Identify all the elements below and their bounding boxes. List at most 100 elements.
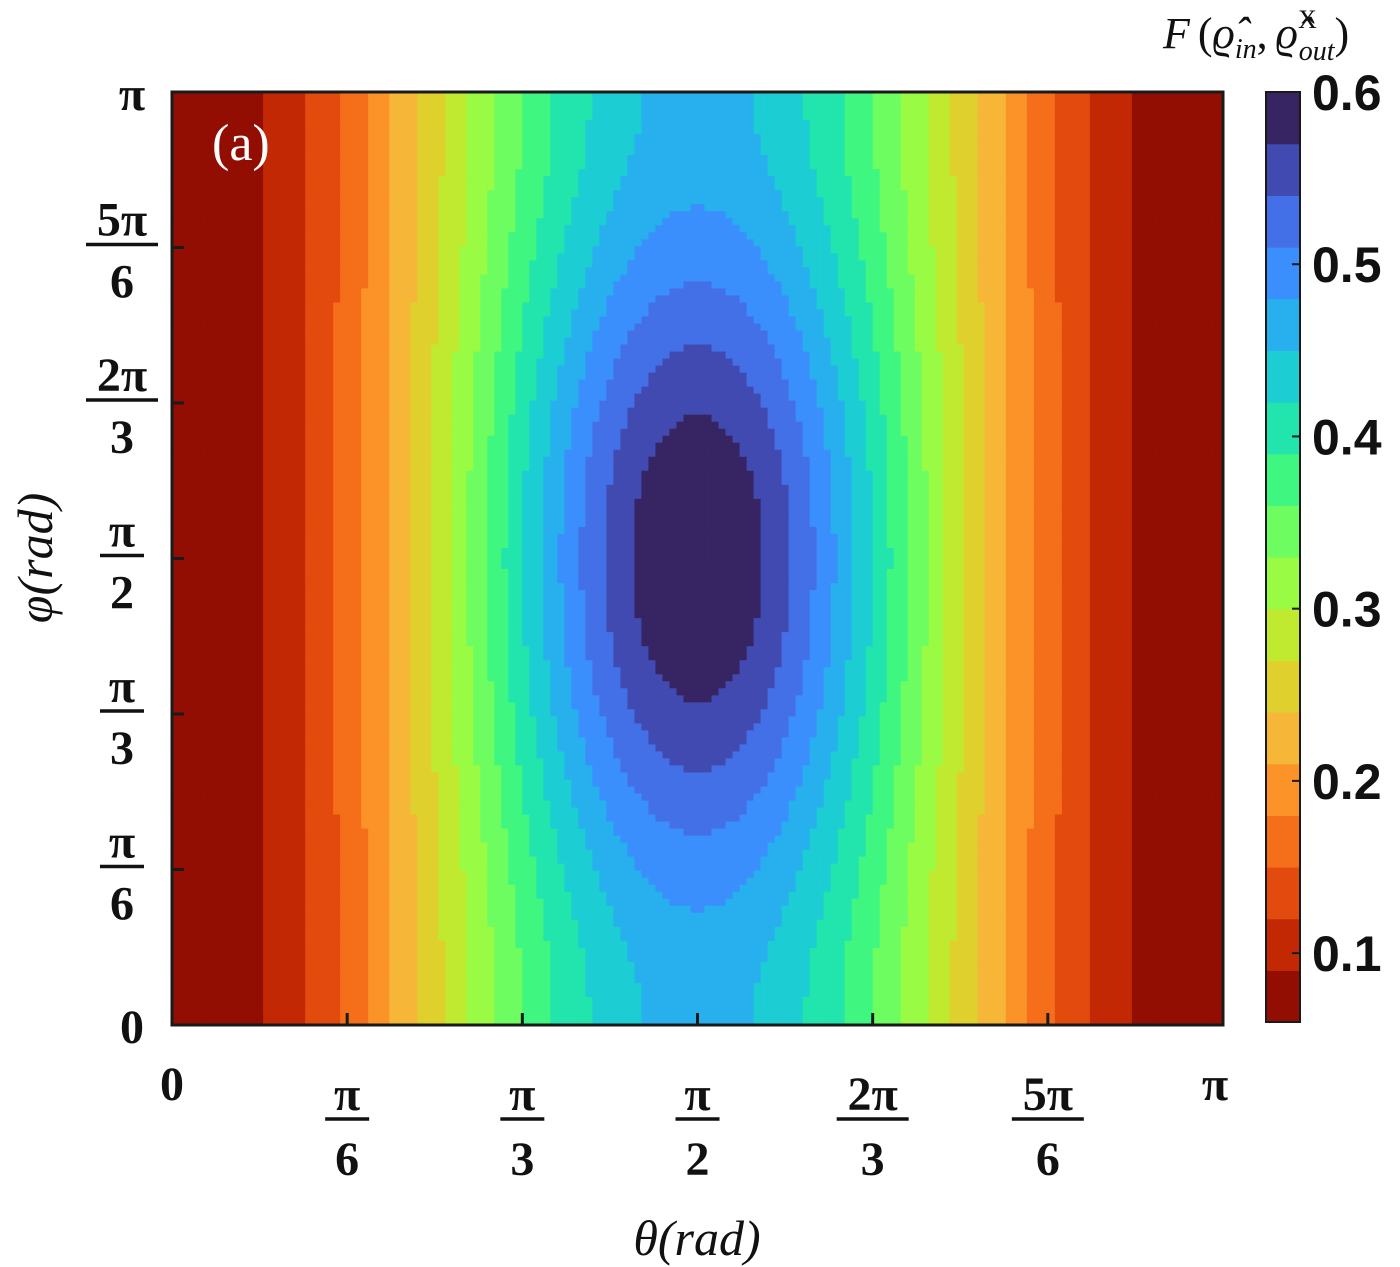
contour-cell: [977, 134, 986, 142]
contour-cell: [578, 127, 586, 135]
contour-cell: [823, 267, 832, 275]
contour-cell: [375, 239, 383, 247]
contour-cell: [221, 148, 229, 156]
contour-cell: [1117, 260, 1126, 268]
contour-cell: [1166, 99, 1175, 107]
contour-cell: [1047, 253, 1056, 261]
contour-cell: [1194, 92, 1203, 100]
contour-cell: [984, 134, 993, 142]
contour-cell: [900, 190, 909, 198]
contour-cell: [200, 267, 208, 275]
contour-cell: [557, 267, 565, 275]
contour-cell: [1131, 162, 1140, 170]
contour-cell: [340, 197, 348, 205]
contour-cell: [424, 267, 432, 275]
contour-cell: [844, 99, 853, 107]
contour-cell: [1082, 204, 1091, 212]
contour-cell: [648, 316, 657, 325]
contour-cell: [1194, 169, 1203, 177]
contour-cell: [746, 155, 755, 163]
contour-cell: [333, 288, 341, 297]
contour-cell: [452, 155, 460, 163]
contour-cell: [795, 260, 804, 268]
contour-cell: [767, 225, 776, 233]
contour-cell: [424, 190, 432, 198]
contour-cell: [690, 288, 699, 297]
contour-cell: [599, 141, 608, 149]
contour-cell: [487, 281, 495, 290]
contour-cell: [1138, 253, 1147, 261]
contour-cell: [704, 106, 713, 114]
contour-cell: [445, 316, 453, 325]
contour-cell: [606, 218, 615, 226]
contour-cell: [403, 92, 411, 100]
contour-cell: [746, 211, 755, 219]
contour-cell: [480, 274, 488, 283]
contour-cell: [200, 302, 208, 311]
contour-cell: [872, 190, 881, 198]
contour-cell: [1005, 288, 1014, 297]
contour-cell: [585, 113, 593, 121]
contour-cell: [550, 281, 558, 290]
contour-cell: [200, 169, 208, 177]
contour-cell: [935, 239, 944, 247]
contour-cell: [809, 281, 818, 290]
contour-cell: [536, 197, 544, 205]
contour-cell: [242, 113, 250, 121]
contour-cell: [571, 246, 579, 254]
contour-cell: [326, 218, 334, 226]
contour-cell: [1187, 239, 1196, 247]
contour-cell: [284, 211, 292, 219]
contour-cell: [746, 134, 755, 142]
contour-cell: [613, 169, 622, 177]
contour-cell: [508, 141, 516, 149]
contour-cell: [1159, 267, 1168, 275]
contour-cell: [690, 281, 699, 290]
contour-cell: [557, 183, 565, 191]
contour-cell: [984, 176, 993, 184]
contour-cell: [963, 134, 972, 142]
contour-cell: [585, 197, 593, 205]
contour-cell: [431, 253, 439, 261]
contour-cell: [949, 225, 958, 233]
contour-cell: [1152, 176, 1161, 184]
contour-cell: [564, 148, 572, 156]
contour-cell: [1215, 288, 1223, 297]
contour-cell: [802, 260, 811, 268]
contour-cell: [879, 253, 888, 261]
contour-cell: [410, 99, 418, 107]
contour-cell: [326, 232, 334, 240]
contour-cell: [606, 316, 615, 325]
contour-cell: [1075, 302, 1084, 311]
contour-cell: [991, 232, 1000, 240]
contour-cell: [893, 253, 902, 261]
contour-cell: [921, 267, 930, 275]
contour-cell: [431, 211, 439, 219]
contour-cell: [830, 309, 839, 318]
contour-cell: [795, 281, 804, 290]
contour-cell: [613, 176, 622, 184]
contour-cell: [942, 225, 951, 233]
contour-cell: [711, 211, 720, 219]
contour-cell: [886, 197, 895, 205]
contour-cell: [718, 253, 727, 261]
contour-cell: [347, 239, 355, 247]
contour-cell: [935, 246, 944, 254]
contour-cell: [228, 169, 236, 177]
contour-cell: [193, 190, 201, 198]
contour-cell: [1068, 169, 1077, 177]
contour-cell: [718, 239, 727, 247]
contour-cell: [200, 246, 208, 254]
contour-cell: [683, 232, 692, 240]
contour-cell: [172, 232, 180, 240]
contour-cell: [739, 274, 748, 283]
contour-cell: [704, 239, 713, 247]
contour-cell: [662, 302, 671, 311]
contour-cell: [1215, 267, 1223, 275]
contour-cell: [424, 225, 432, 233]
contour-cell: [270, 323, 278, 332]
contour-cell: [305, 274, 313, 283]
contour-cell: [669, 155, 678, 163]
contour-cell: [1159, 176, 1168, 184]
contour-cell: [907, 288, 916, 297]
